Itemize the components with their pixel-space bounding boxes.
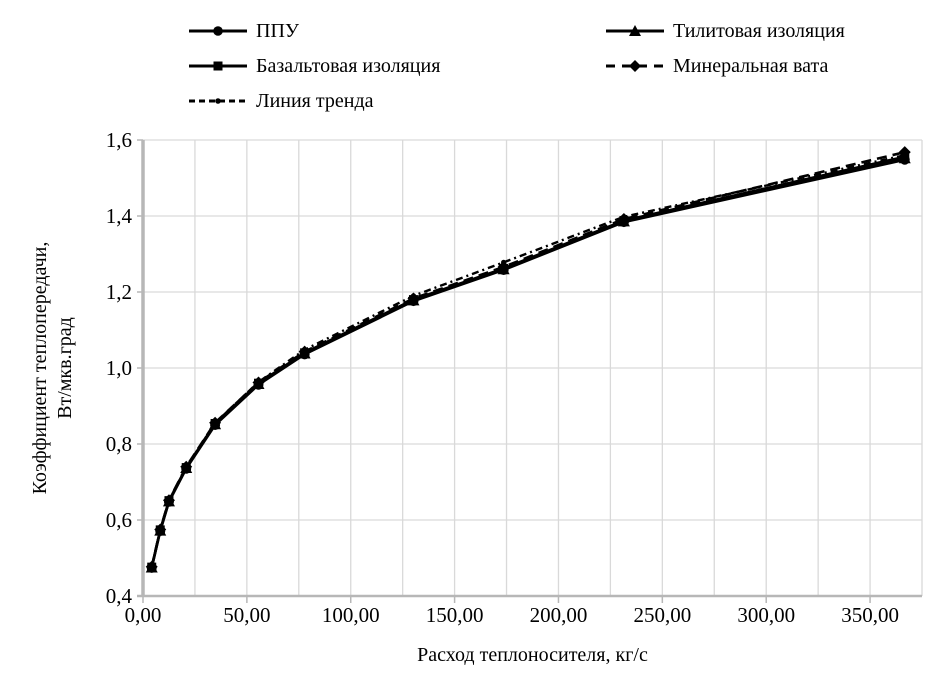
marker-dot — [212, 420, 218, 426]
x-tick-label: 350,00 — [841, 603, 899, 627]
legend-label-mineral-wool: Минеральная вата — [673, 54, 829, 77]
marker-dot — [149, 564, 155, 570]
marker-dot — [501, 259, 507, 265]
x-axis-title: Расход теплоносителя, кг/с — [417, 644, 648, 666]
x-tick-label: 0,00 — [125, 603, 162, 627]
solid-line-triangle-marker-icon — [605, 23, 665, 39]
y-tick-label: 0,8 — [106, 432, 132, 456]
legend-marker-diamond-icon — [629, 60, 641, 72]
legend-sample-line — [189, 26, 247, 36]
y-axis-title-line2: Вт/мкв.град — [54, 317, 76, 419]
marker-diamond — [898, 146, 911, 159]
legend-sample-line — [189, 61, 247, 71]
legend-label-trend-line: Линия тренда — [256, 89, 374, 112]
marker-dot — [410, 293, 417, 299]
y-tick-label: 1,0 — [106, 356, 132, 380]
x-tick-label: 250,00 — [633, 603, 691, 627]
legend-marker-square-icon — [213, 61, 223, 71]
legend-item-mineral-wool: Минеральная вата — [605, 53, 828, 79]
legend-label-ppu: ППУ — [256, 19, 300, 42]
marker-dot — [302, 347, 308, 353]
marker-diamond — [407, 292, 420, 305]
legend-marker-circle-icon — [213, 26, 223, 36]
x-tick-label: 200,00 — [530, 603, 588, 627]
marker-dot — [157, 527, 163, 533]
series-line-3 — [150, 150, 906, 568]
legend-sample-line — [189, 98, 247, 104]
y-tick-label: 0,6 — [106, 508, 132, 532]
marker-dot — [255, 379, 262, 385]
legend-label-basalt-insulation: Базальтовая изоляция — [256, 54, 441, 77]
series-line-2 — [150, 155, 906, 568]
x-tick-label: 100,00 — [322, 603, 380, 627]
marker-dot — [183, 464, 189, 470]
solid-line-square-marker-icon — [188, 58, 248, 74]
legend-marker-triangle-icon — [629, 25, 641, 36]
x-tick-label: 50,00 — [223, 603, 270, 627]
legend-item-ppu: ППУ — [188, 18, 299, 44]
series-line-4 — [150, 154, 906, 568]
x-tick-label: 300,00 — [737, 603, 795, 627]
legend-item-tilit-insulation: Тилитовая изоляция — [605, 18, 845, 44]
series-line-1 — [150, 156, 906, 568]
dash-dot-line-dot-marker-icon — [188, 93, 248, 109]
marker-dot — [621, 214, 627, 220]
y-tick-label: 0,4 — [106, 584, 133, 608]
legend-marker-dot-icon — [215, 98, 221, 104]
y-tick-label: 1,4 — [106, 204, 133, 228]
marker-dot — [902, 152, 908, 158]
legend-item-basalt-insulation: Базальтовая изоляция — [188, 53, 440, 79]
y-axis-title: Коэффициент теплопередачи, Вт/мкв.град — [28, 128, 80, 608]
legend-label-tilit-insulation: Тилитовая изоляция — [673, 19, 845, 42]
legend-item-trend-line: Линия тренда — [188, 88, 374, 114]
dashed-line-diamond-marker-icon — [605, 58, 665, 74]
solid-line-circle-marker-icon — [188, 23, 248, 39]
legend-sample-line — [606, 60, 664, 72]
x-tick-label: 150,00 — [426, 603, 484, 627]
legend-sample-line — [606, 25, 664, 36]
y-tick-label: 1,6 — [106, 128, 132, 152]
y-tick-label: 1,2 — [106, 280, 132, 304]
marker-dot — [166, 498, 172, 504]
marker-diamond — [497, 260, 510, 273]
series-line-0 — [150, 158, 906, 569]
y-axis-title-line1: Коэффициент теплопередачи, — [29, 241, 51, 495]
